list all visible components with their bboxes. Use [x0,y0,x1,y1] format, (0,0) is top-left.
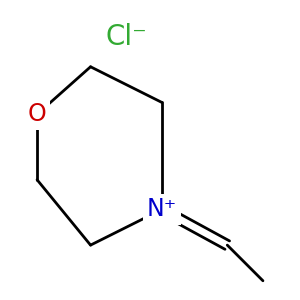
Text: O: O [28,102,46,126]
Text: Cl⁻: Cl⁻ [105,23,147,51]
Text: N⁺: N⁺ [147,197,177,221]
